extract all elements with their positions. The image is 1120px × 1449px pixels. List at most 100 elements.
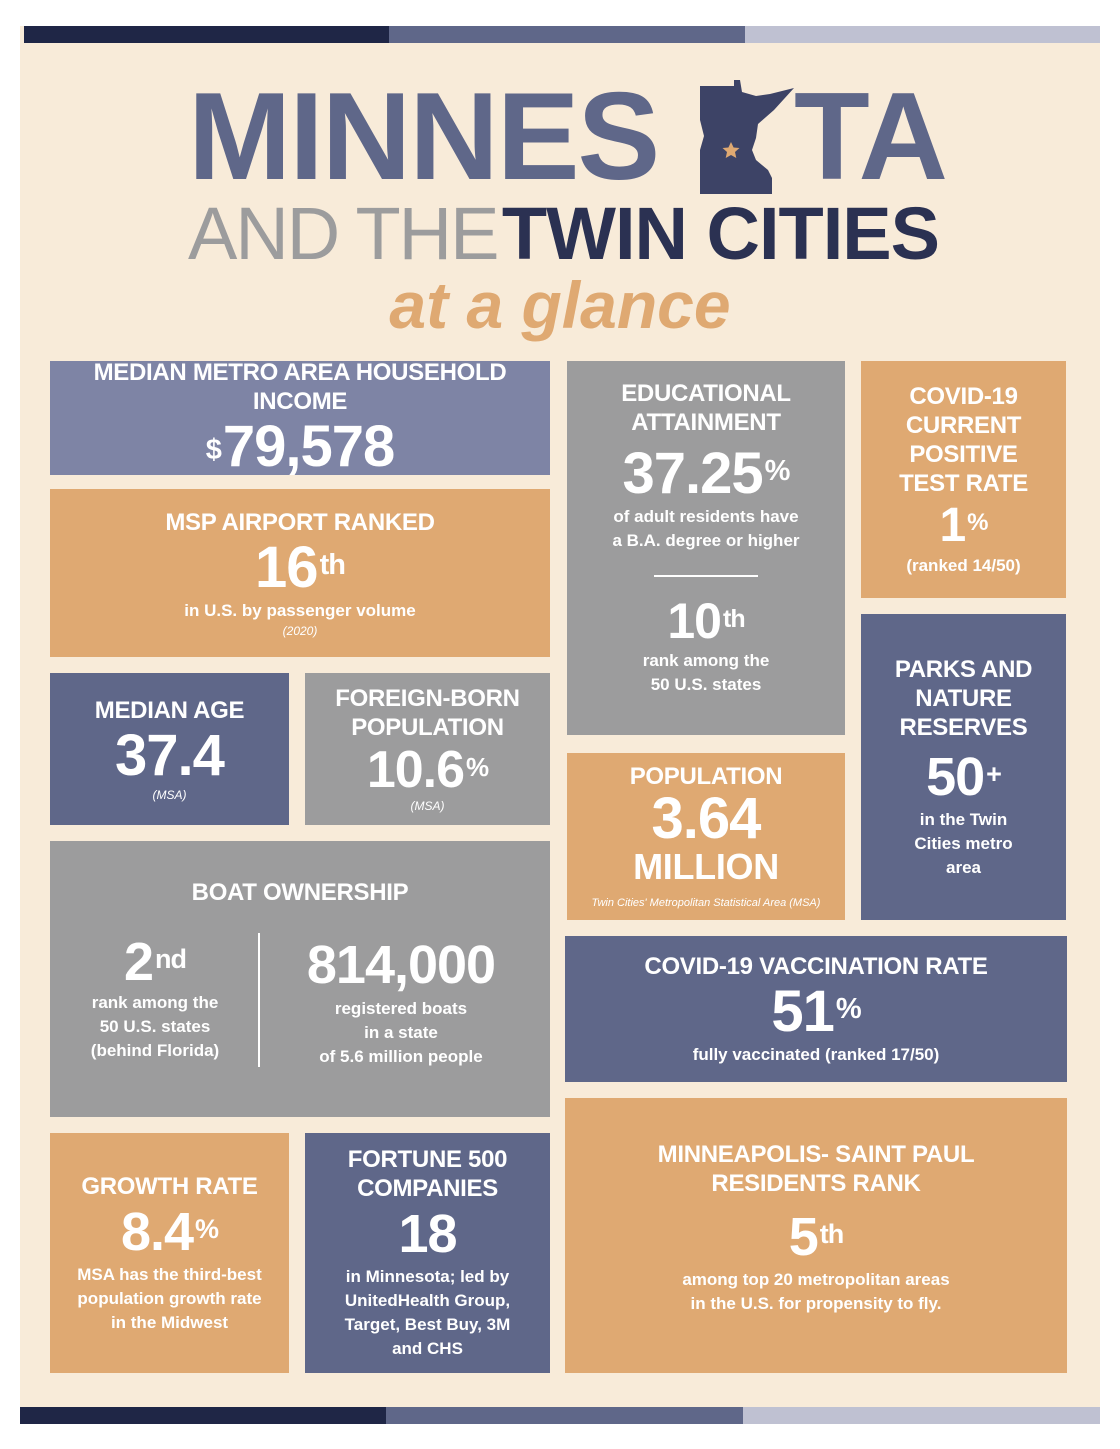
covid-positive-desc: (ranked 14/50) <box>906 555 1021 575</box>
foreign-born-number: 10.6 <box>366 741 465 799</box>
boat-count-value: 814,000 <box>306 935 496 995</box>
fortune-desc-2: UnitedHealth Group, <box>344 1291 511 1310</box>
boat-heading: BOAT OWNERSHIP <box>191 879 409 906</box>
tile-boat-ownership: BOAT OWNERSHIP 2nd rank among the 50 U.S… <box>50 841 550 1117</box>
covid-positive-number: 1 <box>939 498 966 552</box>
median-age-note: (MSA) <box>152 787 187 802</box>
foreign-born-heading-2: POPULATION <box>351 714 504 741</box>
vaccination-heading: COVID-19 VACCINATION RATE <box>644 952 988 980</box>
boat-divider <box>258 933 260 1067</box>
tile-fortune-500: FORTUNE 500 COMPANIES 18 in Minnesota; l… <box>305 1133 550 1373</box>
tile-parks: PARKS AND NATURE RESERVES 50+ in the Twi… <box>861 614 1066 920</box>
education-rank-desc-2: 50 U.S. states <box>650 675 762 694</box>
page-subtitle: AND THE TWIN CITIES <box>188 196 940 272</box>
growth-desc-1: MSA has the third-best <box>77 1264 262 1284</box>
covid-positive-percent: % <box>967 509 988 537</box>
vaccination-percent: % <box>835 992 862 1025</box>
foreign-born-percent: % <box>466 752 489 783</box>
education-value: 37.25% <box>622 441 791 506</box>
tile-growth-rate: GROWTH RATE 8.4% MSA has the third-best … <box>50 1133 289 1373</box>
vaccination-desc: fully vaccinated (ranked 17/50) <box>692 1044 940 1064</box>
title-ta: TA <box>794 68 948 206</box>
fortune-desc-1: in Minnesota; led by <box>345 1267 510 1286</box>
flying-desc-1: among top 20 metropolitan areas <box>682 1270 950 1289</box>
population-heading: POPULATION <box>629 763 783 790</box>
tile-foreign-born: FOREIGN-BORN POPULATION 10.6% (MSA) <box>305 673 550 825</box>
boat-rank-desc-3: (behind Florida) <box>90 1041 220 1060</box>
vaccination-value: 51% <box>771 978 862 1044</box>
top-bar-navy <box>24 26 389 43</box>
vaccination-number: 51 <box>771 978 835 1044</box>
parks-value: 50+ <box>926 746 1002 808</box>
top-bar-slate <box>389 26 745 43</box>
education-heading: EDUCATIONAL ATTAINMENT <box>621 380 791 436</box>
growth-desc-3: in the Midwest <box>110 1312 229 1332</box>
tile-covid-vaccination: COVID-19 VACCINATION RATE 51% fully vacc… <box>565 936 1067 1082</box>
airport-rank: 16 <box>255 534 319 600</box>
parks-number: 50 <box>926 746 985 807</box>
foreign-born-heading-1: FOREIGN-BORN <box>335 685 520 712</box>
education-rank-suffix: th <box>723 604 746 633</box>
education-desc-2: a B.A. degree or higher <box>612 531 800 550</box>
growth-heading: GROWTH RATE <box>81 1172 258 1200</box>
income-value: $79,578 <box>205 414 396 479</box>
boat-count-desc-3: of 5.6 million people <box>319 1047 483 1066</box>
subtitle-and-the: AND THE <box>188 192 499 275</box>
tile-household-income: MEDIAN METRO AREA HOUSEHOLD INCOME $79,5… <box>50 359 550 479</box>
flying-rank-number: 5 <box>788 1207 819 1267</box>
boat-rank-number: 2 <box>123 932 154 992</box>
capital-star-icon <box>722 142 740 158</box>
population-note: Twin Cities' Metropolitan Statistical Ar… <box>591 897 821 909</box>
minnesota-state-map-icon <box>700 80 794 194</box>
growth-number: 8.4 <box>120 1201 194 1262</box>
tile-msp-airport: MSP AIRPORT RANKED 16th in U.S. by passe… <box>50 489 550 657</box>
covid-positive-heading-3: POSITIVE <box>909 440 1018 468</box>
fortune-value: 18 <box>398 1204 457 1264</box>
education-divider <box>654 575 758 577</box>
tile-median-age: MEDIAN AGE 37.4 (MSA) <box>50 673 289 825</box>
education-rank-number: 10 <box>667 593 722 649</box>
covid-positive-heading-4: TEST RATE <box>899 469 1028 497</box>
parks-plus: + <box>986 758 1002 789</box>
boat-count-desc-2: in a state <box>364 1023 438 1042</box>
income-heading: MEDIAN METRO AREA HOUSEHOLD INCOME <box>93 359 507 415</box>
covid-positive-heading-1: COVID-19 <box>909 382 1018 410</box>
top-bar-lavender <box>745 26 1100 43</box>
parks-heading-1: PARKS AND <box>894 655 1033 683</box>
parks-desc-1: in the Twin <box>919 809 1008 829</box>
page-title: MINNES TA <box>188 68 948 206</box>
covid-positive-heading-2: CURRENT <box>905 411 1022 439</box>
boat-count-desc-1: registered boats <box>334 999 468 1018</box>
income-number: 79,578 <box>222 414 395 479</box>
currency-symbol: $ <box>205 433 222 466</box>
boat-count-block: 814,000 registered boats in a state of 5… <box>272 933 530 1069</box>
parks-desc-2: Cities metro <box>914 833 1013 853</box>
title-minnes: MINNES <box>188 68 660 206</box>
median-age-value: 37.4 <box>115 722 225 788</box>
flying-desc-2: in the U.S. for propensity to fly. <box>690 1294 942 1313</box>
education-percent-sign: % <box>764 455 791 488</box>
boat-rank-value: 2nd <box>123 932 187 992</box>
tile-educational-attainment: EDUCATIONAL ATTAINMENT 37.25% of adult r… <box>567 361 845 735</box>
flying-heading-1: MINNEAPOLIS- SAINT PAUL <box>657 1141 975 1168</box>
fortune-heading-2: COMPANIES <box>357 1175 498 1202</box>
fortune-heading-1: FORTUNE 500 <box>347 1146 508 1173</box>
airport-heading: MSP AIRPORT RANKED <box>165 508 435 536</box>
bottom-bar-lavender <box>743 1407 1100 1424</box>
airport-suffix: th <box>319 548 346 581</box>
flying-value: 5th <box>788 1206 845 1268</box>
boat-rank-block: 2nd rank among the 50 U.S. states (behin… <box>60 933 250 1063</box>
education-desc-1: of adult residents have <box>613 507 799 526</box>
airport-value: 16th <box>255 534 346 600</box>
page-tagline: at a glance <box>389 268 731 342</box>
airport-desc: in U.S. by passenger volume <box>184 600 416 620</box>
boat-rank-desc-2: 50 U.S. states <box>99 1017 211 1036</box>
airport-note: (2020) <box>282 623 318 638</box>
tile-covid-positive-rate: COVID-19 CURRENT POSITIVE TEST RATE 1% (… <box>861 361 1066 598</box>
education-rank-desc-1: rank among the <box>642 651 770 670</box>
education-percent: 37.25 <box>622 441 764 506</box>
foreign-born-note: (MSA) <box>410 799 445 813</box>
bottom-bar-navy <box>20 1407 386 1424</box>
parks-heading-2: NATURE <box>915 684 1012 712</box>
bottom-bar-slate <box>386 1407 743 1424</box>
